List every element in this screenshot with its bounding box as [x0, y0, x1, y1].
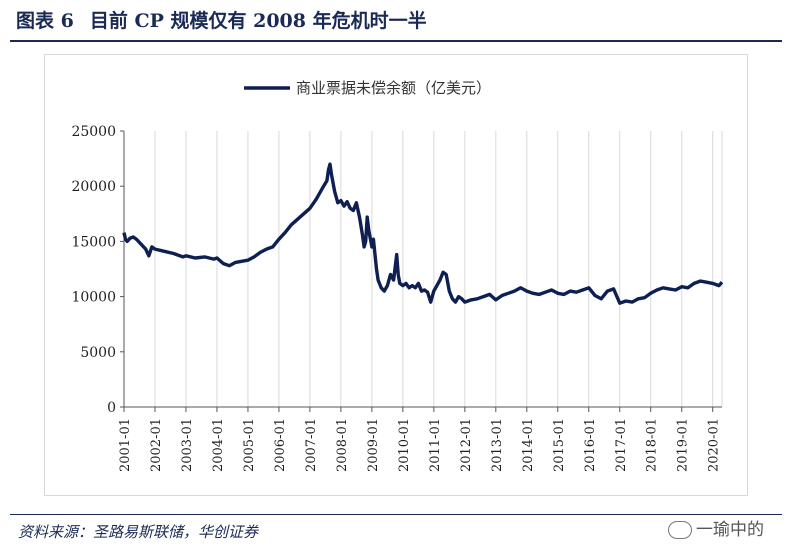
- y-tick-label: 5000: [80, 345, 116, 361]
- x-tick-label: 2003-01: [180, 418, 195, 472]
- x-tick-label: 2006-01: [273, 418, 288, 472]
- x-tick-label: 2002-01: [149, 418, 164, 472]
- x-tick-label: 2018-01: [645, 418, 660, 472]
- x-tick-label: 2014-01: [521, 418, 536, 472]
- title-divider: [10, 40, 782, 42]
- x-axis-ticks: 2001-01 2002-01 2003-01 2004-01 2005-01 2006-…: [118, 407, 722, 472]
- x-tick-label: 2017-01: [614, 418, 629, 472]
- series-line: [122, 162, 724, 305]
- y-tick-label: 25000: [71, 124, 116, 140]
- legend-label: 商业票据未偿余额（亿美元）: [296, 79, 491, 97]
- line-chart: 商业票据未偿余额（亿美元） 0500010000150002000025000 …: [71, 79, 724, 472]
- figure-title: 图表 6 目前 CP 规模仅有 2008 年危机时一半: [16, 6, 427, 33]
- y-tick-label: 0: [107, 400, 116, 416]
- x-tick-label: 2011-01: [428, 418, 443, 472]
- gridlines: [154, 131, 723, 407]
- y-tick-label: 20000: [71, 179, 116, 195]
- watermark-text: 一瑜中的: [696, 520, 764, 540]
- figure-label: 图表 6: [16, 10, 74, 32]
- x-tick-label: 2012-01: [459, 418, 474, 472]
- figure-caption: 目前 CP 规模仅有 2008 年危机时一半: [89, 10, 427, 32]
- x-tick-label: 2007-01: [304, 418, 319, 472]
- y-tick-label: 15000: [71, 234, 116, 250]
- x-tick-label: 2001-01: [118, 418, 133, 472]
- footer-divider: [10, 514, 782, 515]
- x-tick-label: 2019-01: [676, 418, 691, 472]
- y-axis-ticks: 0 5000 10000 15000 20000 25000: [71, 124, 124, 416]
- x-tick-label: 2020-01: [707, 418, 722, 472]
- x-tick-label: 2005-01: [242, 418, 257, 472]
- x-tick-label: 2004-01: [211, 418, 226, 472]
- watermark: 一瑜中的: [668, 515, 764, 540]
- x-tick-label: 2015-01: [552, 418, 567, 472]
- chat-bubble-icon: [668, 521, 692, 539]
- x-tick-label: 2010-01: [397, 418, 412, 472]
- chart-frame: [44, 54, 748, 496]
- x-tick-label: 2013-01: [490, 418, 505, 472]
- source-note: 资料来源：圣路易斯联储，华创证券: [18, 523, 259, 541]
- x-tick-label: 2009-01: [366, 418, 381, 472]
- axes: [123, 131, 722, 408]
- x-tick-label: 2008-01: [335, 418, 350, 472]
- y-tick-label: 10000: [71, 290, 116, 306]
- x-tick-label: 2016-01: [583, 418, 598, 472]
- legend: 商业票据未偿余额（亿美元）: [244, 79, 491, 97]
